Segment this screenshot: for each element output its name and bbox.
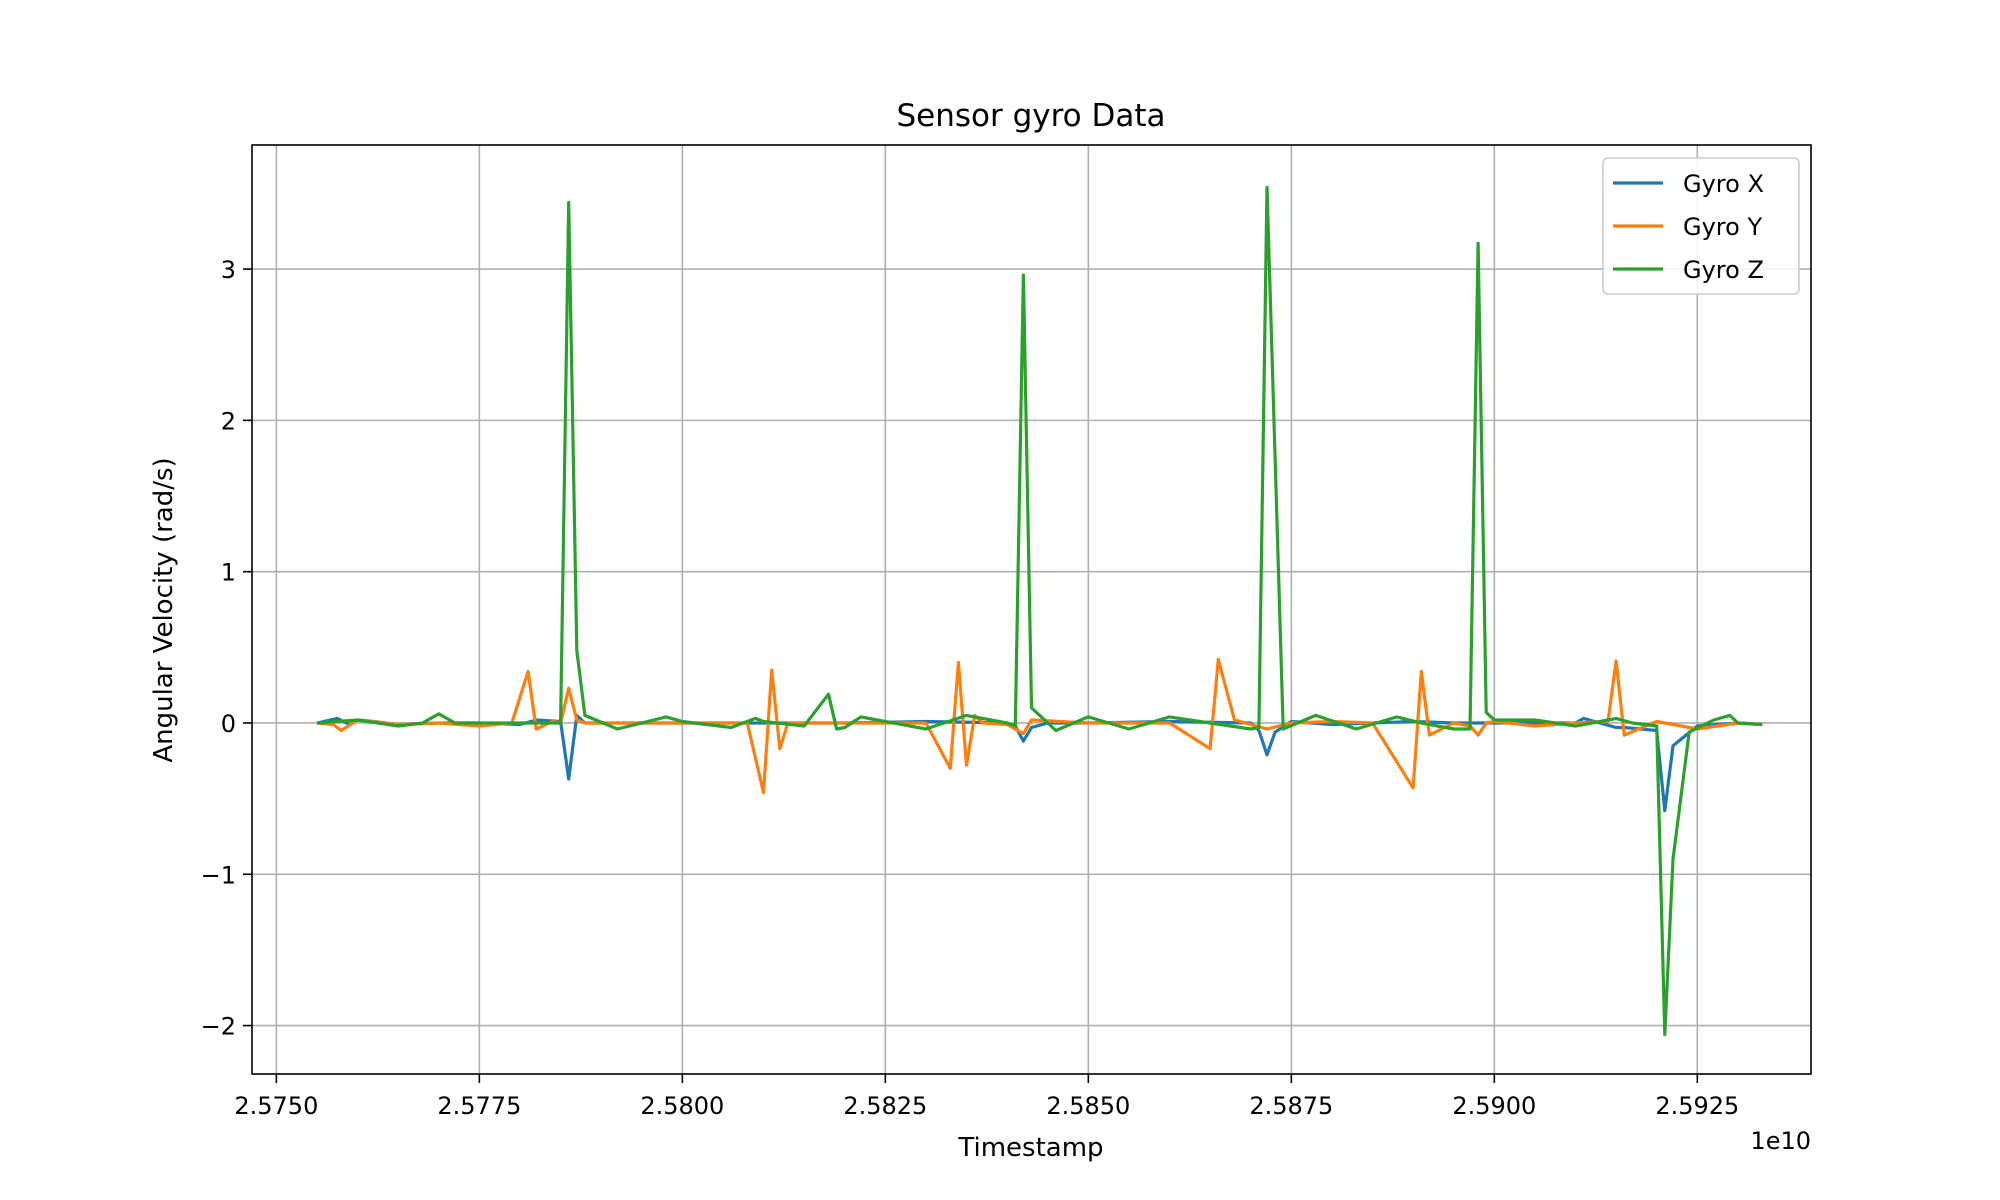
legend-label-gyro-x: Gyro X xyxy=(1683,170,1764,198)
y-tick-label: 1 xyxy=(221,559,236,587)
legend-label-gyro-y: Gyro Y xyxy=(1683,213,1762,241)
y-tick-label: 0 xyxy=(221,710,236,738)
x-tick-label: 2.5800 xyxy=(640,1092,724,1120)
series-line-gyro-z xyxy=(316,185,1763,1037)
x-tick-label: 2.5850 xyxy=(1046,1092,1130,1120)
legend-label-gyro-z: Gyro Z xyxy=(1683,256,1764,284)
x-tick-label: 2.5875 xyxy=(1249,1092,1333,1120)
y-tick-label: 3 xyxy=(221,256,236,284)
y-tick-label: −1 xyxy=(201,861,236,889)
chart-title: Sensor gyro Data xyxy=(896,98,1165,134)
legend: Gyro X Gyro Y Gyro Z xyxy=(1602,157,1800,295)
y-axis-label: Angular Velocity (rad/s) xyxy=(149,457,179,762)
x-axis-offset-label: 1e10 xyxy=(1750,1127,1811,1155)
x-tick-label: 2.5825 xyxy=(843,1092,927,1120)
y-tick-label: 2 xyxy=(221,407,236,435)
plot-lines xyxy=(316,185,1763,1037)
x-axis-label: Timestamp xyxy=(957,1133,1103,1163)
x-tick-label: 2.5925 xyxy=(1655,1092,1739,1120)
x-tick-label: 2.5775 xyxy=(437,1092,521,1120)
axis-ticks: 2.5750 2.5775 2.5800 2.5825 2.5850 2.5875 2.59… xyxy=(201,256,1740,1120)
x-tick-label: 2.5750 xyxy=(234,1092,318,1120)
x-tick-label: 2.5900 xyxy=(1452,1092,1536,1120)
legend-box xyxy=(1602,157,1800,295)
y-tick-label: −2 xyxy=(201,1013,236,1041)
series-line-gyro-y xyxy=(316,657,1763,795)
plot-frame xyxy=(251,144,1812,1075)
